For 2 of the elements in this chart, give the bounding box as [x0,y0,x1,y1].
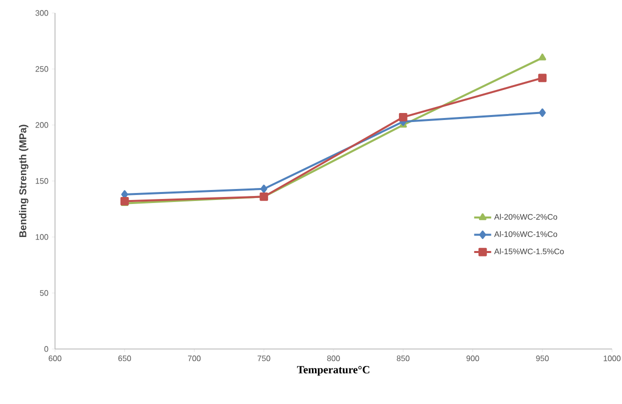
x-axis-title: Temperature°C [297,366,370,376]
y-axis-title: Bending Strength (MPa) [19,124,28,238]
